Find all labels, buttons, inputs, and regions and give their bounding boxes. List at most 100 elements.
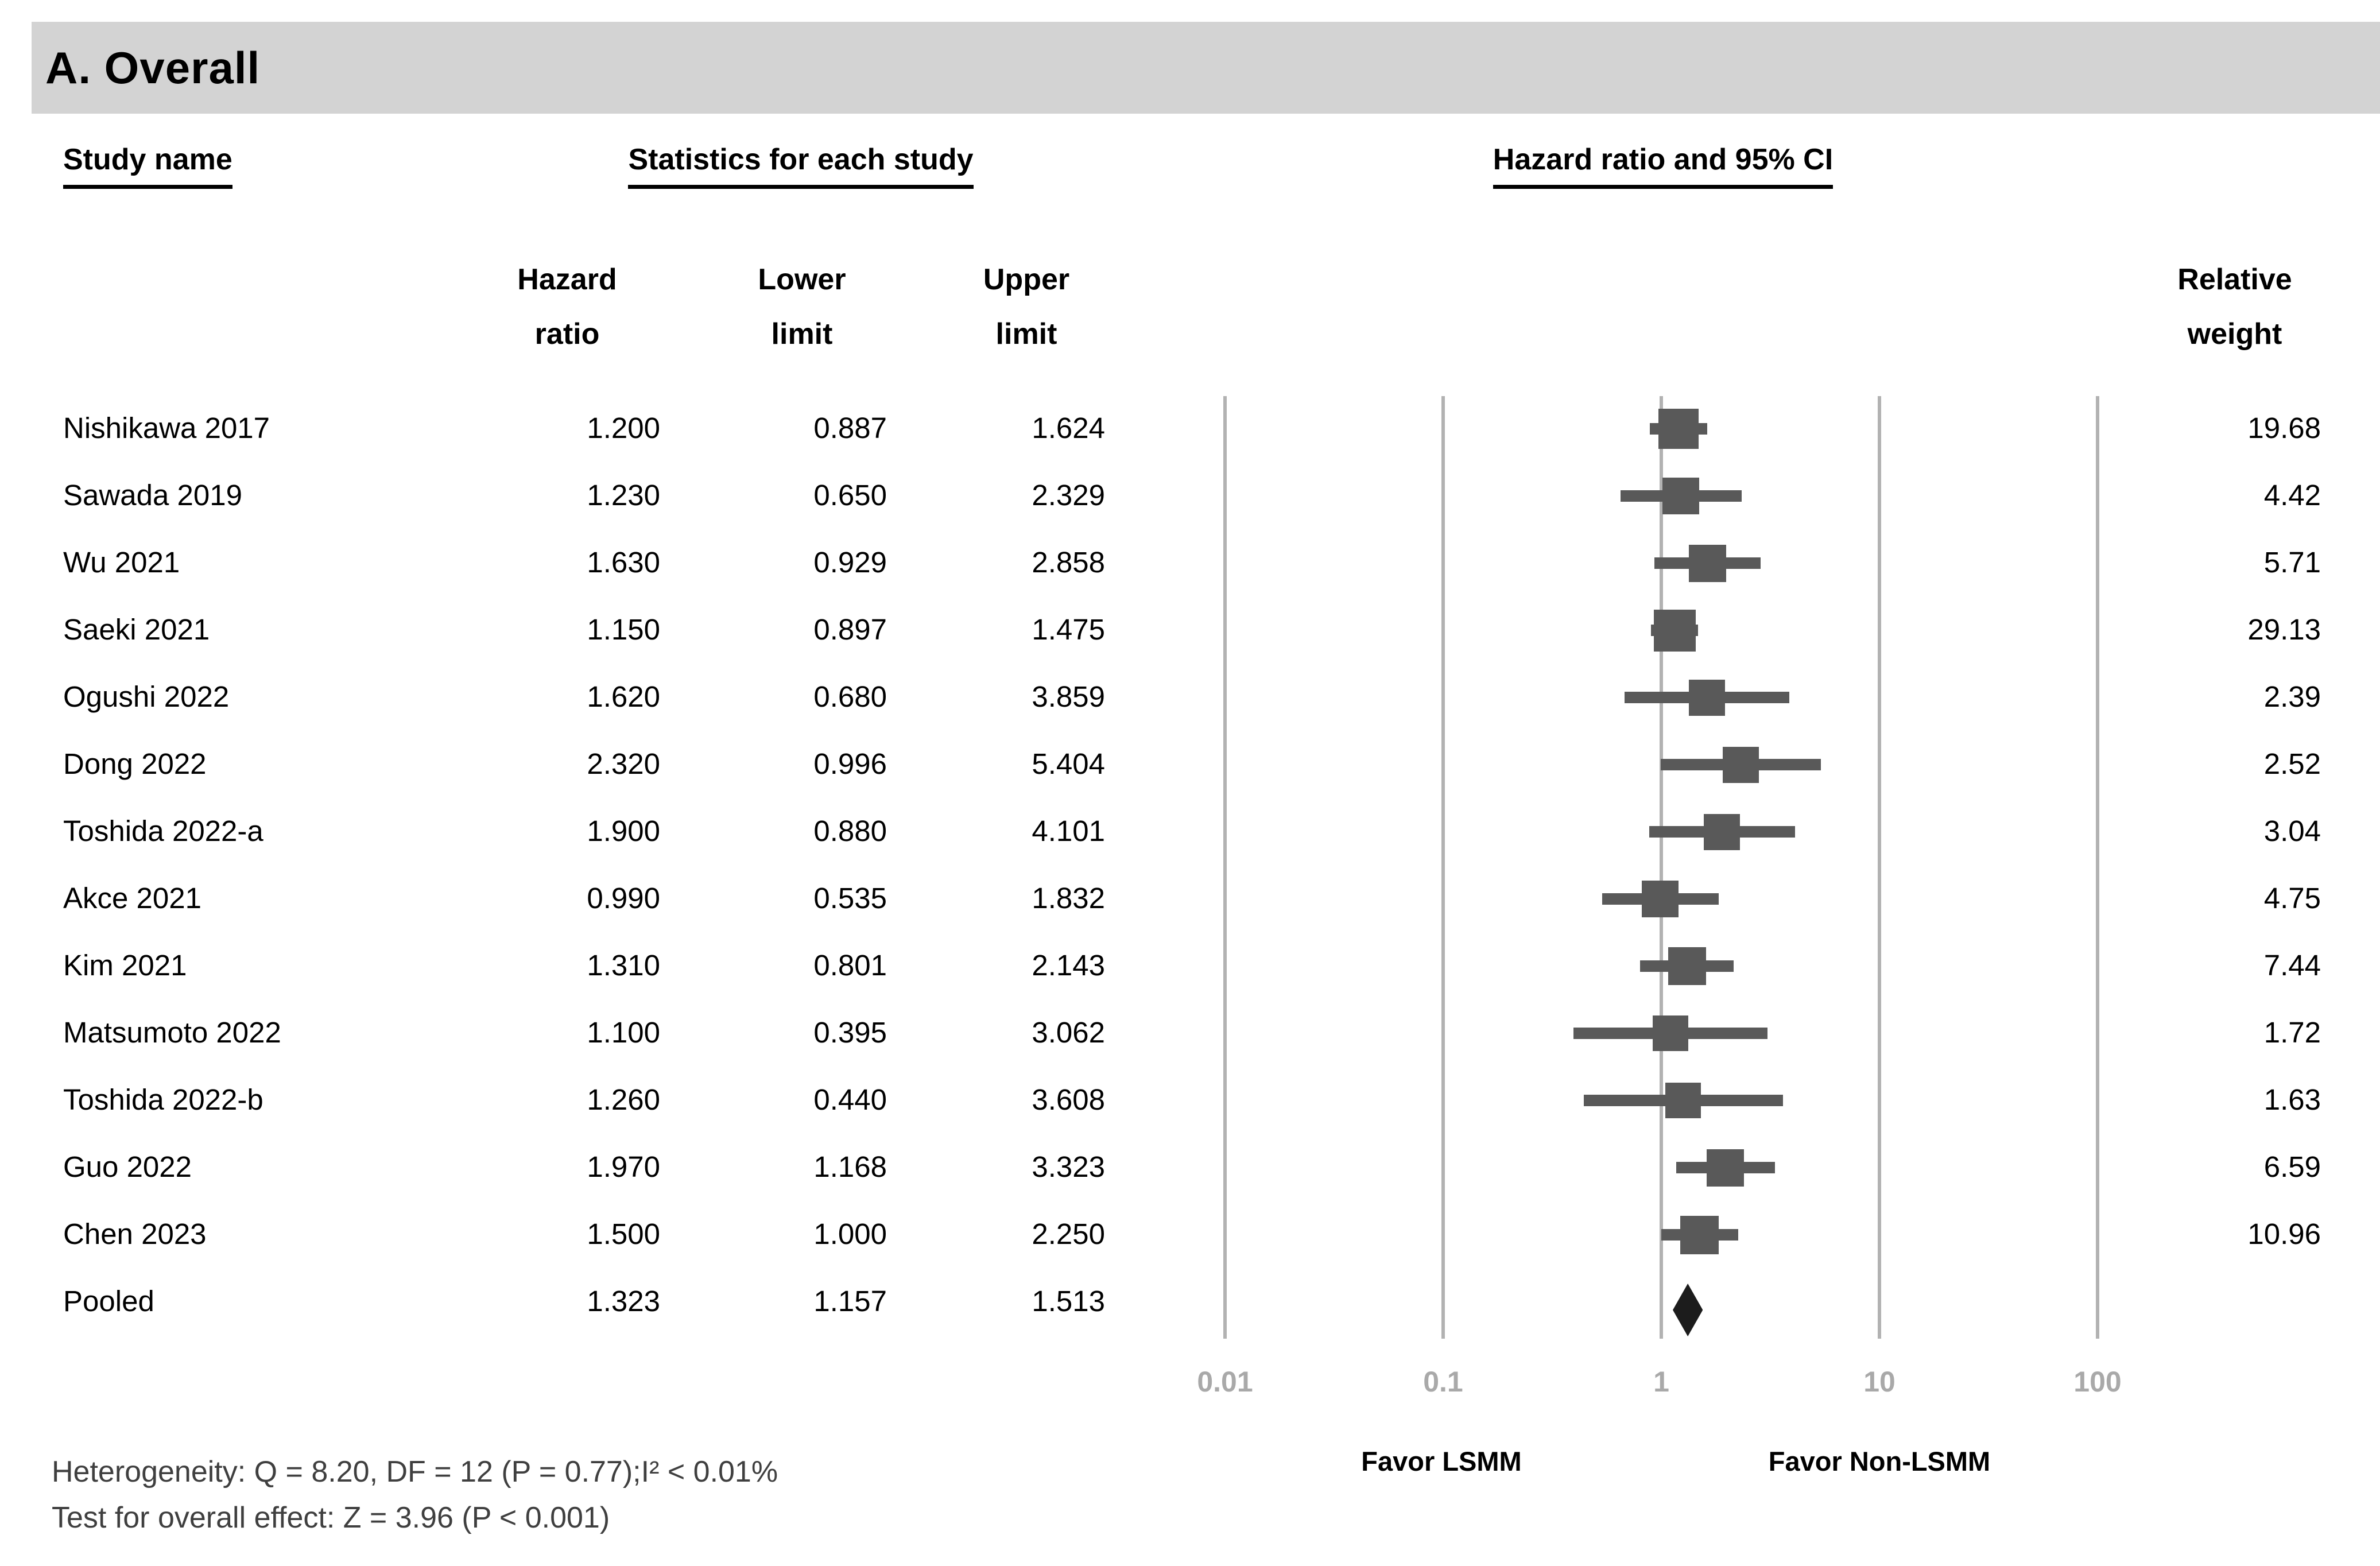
study-name: Pooled xyxy=(63,1285,154,1317)
upper-limit-value: 5.404 xyxy=(1032,747,1105,780)
axis-gridline-0.1 xyxy=(1441,396,1445,1339)
hazard-ratio-square-marker xyxy=(1662,478,1700,514)
lower-limit-value: 0.395 xyxy=(813,1016,887,1049)
lower-limit-value: 1.000 xyxy=(813,1218,887,1250)
upper-limit-subheader: Upper limit xyxy=(983,263,1070,351)
upper-limit-value: 2.250 xyxy=(1032,1218,1105,1250)
study-name: Toshida 2022-b xyxy=(63,1083,263,1116)
study-name: Dong 2022 xyxy=(63,747,207,780)
hazard-ratio-square-marker xyxy=(1680,1215,1719,1254)
axis-tick-label: 1 xyxy=(1653,1366,1669,1398)
relative-weight-value: 29.13 xyxy=(2247,613,2321,646)
relative-weight-value: 4.42 xyxy=(2263,479,2321,511)
lower-limit-value: 1.157 xyxy=(813,1285,887,1317)
axis-gridline-1 xyxy=(1660,396,1663,1339)
hazard-ratio-value: 1.230 xyxy=(587,479,660,511)
lower-limit-value: 0.440 xyxy=(813,1083,887,1116)
lower-limit-value: 0.929 xyxy=(813,546,887,579)
relative-weight-value: 2.52 xyxy=(2263,747,2321,780)
table-row: Sawada 2019 1.230 0.650 2.329 4.42 xyxy=(0,478,2380,514)
hazard-ratio-value: 1.310 xyxy=(587,949,660,982)
hazard-ratio-square-marker xyxy=(1668,947,1706,985)
lower-limit-subheader: Lower limit xyxy=(758,263,846,351)
axis-tick-label: 100 xyxy=(2073,1366,2122,1398)
axis-gridline-0.01 xyxy=(1223,396,1227,1339)
upper-limit-value: 3.062 xyxy=(1032,1016,1105,1049)
hazard-ratio-value: 1.150 xyxy=(587,613,660,646)
relative-weight-value: 6.59 xyxy=(2263,1150,2321,1183)
table-row: Saeki 2021 1.150 0.897 1.475 29.13 xyxy=(0,613,2380,648)
axis-tick-label: 10 xyxy=(1863,1366,1896,1398)
upper-limit-value: 2.329 xyxy=(1032,479,1105,511)
hazard-ratio-value: 1.620 xyxy=(587,680,660,713)
relative-weight-subheader: Relative weight xyxy=(2177,263,2292,351)
section-banner: A. Overall xyxy=(32,22,2380,114)
favor-left-label: Favor LSMM xyxy=(1361,1446,1522,1476)
table-row: Toshida 2022-b 1.260 0.440 3.608 1.63 xyxy=(0,1083,2380,1118)
hazard-ratio-square-marker xyxy=(1689,544,1727,582)
hazard-ratio-square-marker xyxy=(1658,409,1699,449)
lower-limit-value: 0.680 xyxy=(813,680,887,713)
upper-limit-value: 2.858 xyxy=(1032,546,1105,579)
figure-title: A. Overall xyxy=(45,42,261,93)
upper-limit-value: 1.475 xyxy=(1032,613,1105,646)
study-name: Akce 2021 xyxy=(63,882,202,914)
table-row: Akce 2021 0.990 0.535 1.832 4.75 xyxy=(0,881,2380,917)
relative-weight-value: 2.39 xyxy=(2263,680,2321,713)
relative-weight-value: 19.68 xyxy=(2247,412,2321,444)
hazard-ratio-value: 0.990 xyxy=(587,882,660,914)
upper-limit-value: 1.624 xyxy=(1032,412,1105,444)
axis-gridline-10 xyxy=(1878,396,1881,1339)
study-name: Ogushi 2022 xyxy=(63,680,230,713)
table-row: Kim 2021 1.310 0.801 2.143 7.44 xyxy=(0,948,2380,984)
table-row: Nishikawa 2017 1.200 0.887 1.624 19.68 xyxy=(0,411,2380,447)
study-name: Matsumoto 2022 xyxy=(63,1016,281,1049)
favor-right-label: Favor Non-LSMM xyxy=(1768,1446,1991,1476)
relative-weight-value: 1.63 xyxy=(2263,1083,2321,1116)
hazard-ratio-square-marker xyxy=(1707,1149,1745,1187)
study-name-column-header: Study name xyxy=(63,142,232,189)
relative-weight-value: 1.72 xyxy=(2263,1016,2321,1049)
hazard-ratio-ci-column-header: Hazard ratio and 95% CI xyxy=(1399,142,1927,189)
table-row-pooled: Pooled 1.323 1.157 1.513 xyxy=(0,1284,2380,1320)
relative-weight-value: 5.71 xyxy=(2263,546,2321,579)
upper-limit-value: 1.513 xyxy=(1032,1285,1105,1317)
relative-weight-value: 10.96 xyxy=(2247,1218,2321,1250)
upper-limit-value: 4.101 xyxy=(1032,815,1105,847)
axis-tick-label: 0.1 xyxy=(1423,1366,1463,1398)
hazard-ratio-square-marker xyxy=(1723,746,1759,783)
upper-limit-value: 1.832 xyxy=(1032,882,1105,914)
table-row: Matsumoto 2022 1.100 0.395 3.062 1.72 xyxy=(0,1015,2380,1051)
table-row: Ogushi 2022 1.620 0.680 3.859 2.39 xyxy=(0,680,2380,715)
lower-limit-value: 0.996 xyxy=(813,747,887,780)
hazard-ratio-square-marker xyxy=(1652,1015,1688,1051)
axis-gridline-100 xyxy=(2096,396,2099,1339)
table-row: Chen 2023 1.500 1.000 2.250 10.96 xyxy=(0,1217,2380,1253)
hazard-ratio-square-marker xyxy=(1653,609,1696,652)
upper-limit-value: 2.143 xyxy=(1032,949,1105,982)
lower-limit-value: 1.168 xyxy=(813,1150,887,1183)
hazard-ratio-square-marker xyxy=(1665,1083,1701,1118)
study-name: Saeki 2021 xyxy=(63,613,210,646)
hazard-ratio-value: 1.900 xyxy=(587,815,660,847)
upper-limit-value: 3.859 xyxy=(1032,680,1105,713)
lower-limit-value: 0.887 xyxy=(813,412,887,444)
hazard-ratio-value: 1.260 xyxy=(587,1083,660,1116)
hazard-ratio-value: 1.500 xyxy=(587,1218,660,1250)
study-name: Wu 2021 xyxy=(63,546,180,579)
hazard-ratio-value: 1.200 xyxy=(587,412,660,444)
hazard-ratio-value: 1.970 xyxy=(587,1150,660,1183)
lower-limit-value: 0.897 xyxy=(813,613,887,646)
study-name: Chen 2023 xyxy=(63,1218,207,1250)
table-row: Wu 2021 1.630 0.929 2.858 5.71 xyxy=(0,545,2380,581)
table-row: Guo 2022 1.970 1.168 3.323 6.59 xyxy=(0,1150,2380,1185)
study-name: Guo 2022 xyxy=(63,1150,192,1183)
upper-limit-value: 3.323 xyxy=(1032,1150,1105,1183)
lower-limit-value: 0.535 xyxy=(813,882,887,914)
hazard-ratio-square-marker xyxy=(1689,679,1726,716)
hazard-ratio-value: 1.100 xyxy=(587,1016,660,1049)
study-name: Nishikawa 2017 xyxy=(63,412,270,444)
hazard-ratio-value: 1.630 xyxy=(587,546,660,579)
hazard-ratio-square-marker xyxy=(1642,881,1679,917)
